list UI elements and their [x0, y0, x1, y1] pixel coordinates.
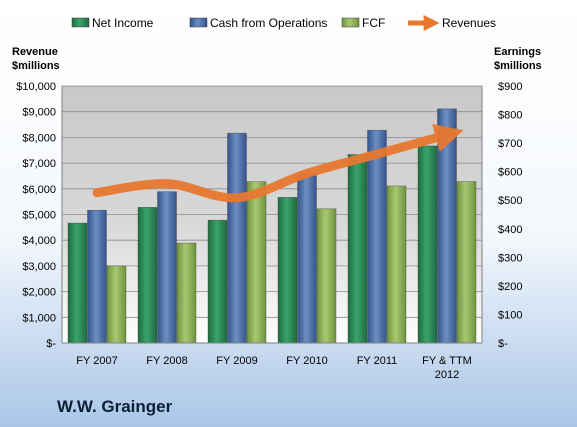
left-tick-label: $10,000 [16, 81, 56, 93]
bar-net-income [347, 154, 368, 344]
bar-net-income [137, 207, 158, 344]
bar-fcf [386, 185, 407, 344]
legend-cash-from-operations-swatch [189, 17, 208, 28]
x-tick-label: FY 2007 [76, 355, 117, 367]
x-tick-label: FY 2009 [216, 355, 257, 367]
left-axis-title-line2: $millions [12, 60, 60, 72]
left-tick-label: $1,000 [22, 312, 56, 324]
left-axis-title-line1: Revenue [12, 46, 58, 58]
left-tick-label: $4,000 [22, 235, 56, 247]
legend-fcf-swatch [341, 17, 360, 28]
left-tick-label: $2,000 [22, 287, 56, 299]
right-tick-label: $200 [498, 281, 522, 293]
revenue-line [92, 124, 464, 203]
bar-fcf [176, 242, 197, 344]
left-tick-label: $- [46, 338, 56, 350]
legend-net-income-swatch [71, 17, 90, 28]
legend-revenues-label: Revenues [442, 16, 496, 30]
bar-net-income [207, 219, 228, 344]
bar-cash-from-operations [87, 209, 107, 344]
right-tick-label: $800 [498, 110, 522, 122]
bar-cash-from-operations [297, 172, 317, 344]
x-tick-label: 2012 [435, 369, 459, 381]
legend-net-income-label: Net Income [92, 16, 154, 30]
bar-cash-from-operations [157, 191, 177, 344]
company-name: W.W. Grainger [57, 397, 173, 416]
x-tick-label: FY 2011 [357, 355, 398, 367]
bar-net-income [67, 222, 88, 344]
left-tick-label: $7,000 [22, 158, 56, 170]
bar-fcf [106, 265, 127, 344]
legend-cash-from-operations-label: Cash from Operations [210, 16, 327, 30]
x-tick-label: FY 2010 [286, 355, 327, 367]
left-tick-label: $3,000 [22, 261, 56, 273]
right-tick-label: $400 [498, 224, 522, 236]
bar-cash-from-operations [367, 129, 387, 344]
left-tick-label: $5,000 [22, 210, 56, 222]
right-axis-title-line2: $millions [494, 60, 542, 72]
bar-cash-from-operations [227, 132, 247, 344]
left-tick-label: $6,000 [22, 184, 56, 196]
bar-net-income [277, 197, 298, 344]
legend-fcf-label: FCF [362, 16, 385, 30]
left-tick-label: $8,000 [22, 132, 56, 144]
right-tick-label: $- [498, 338, 508, 350]
x-tick-label: FY & TTM [422, 355, 472, 367]
right-tick-label: $500 [498, 195, 522, 207]
right-tick-label: $900 [498, 81, 522, 93]
left-tick-label: $9,000 [22, 107, 56, 119]
bar-cash-from-operations [437, 108, 457, 344]
right-axis-title-line1: Earnings [494, 46, 541, 58]
x-tick-label: FY 2008 [146, 355, 187, 367]
right-tick-label: $600 [498, 167, 522, 179]
right-tick-label: $100 [498, 309, 522, 321]
bar-fcf [246, 181, 267, 344]
right-tick-label: $300 [498, 252, 522, 264]
bar-fcf [316, 208, 337, 344]
right-tick-label: $700 [498, 138, 522, 150]
bar-net-income [417, 145, 438, 344]
bar-fcf [456, 181, 477, 344]
